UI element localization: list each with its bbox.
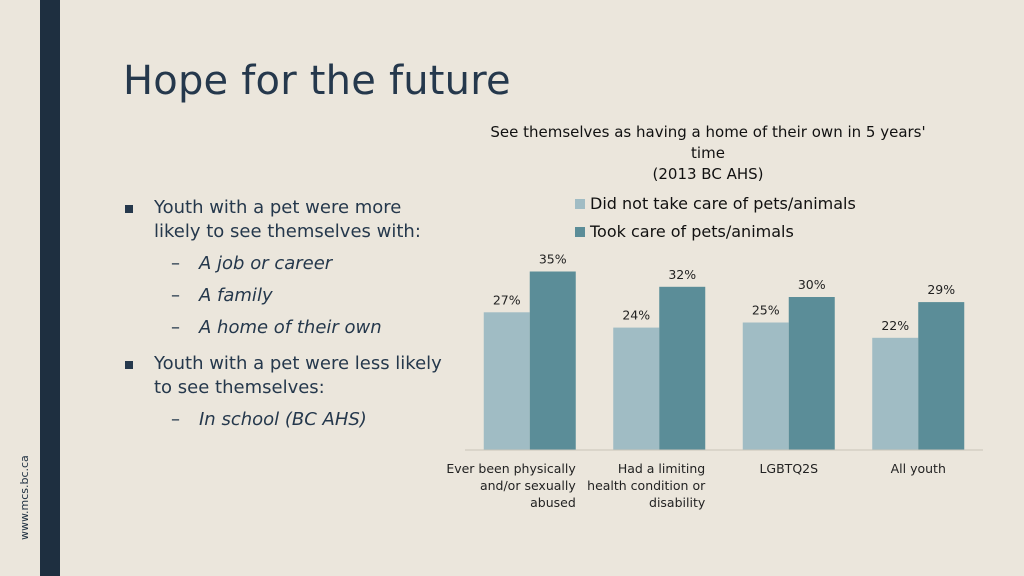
- slide-title: Hope for the future: [123, 58, 511, 104]
- sub-bullet-school: – In school (BC AHS): [123, 408, 443, 432]
- bullet-more-likely: Youth with a pet were more likely to see…: [123, 196, 443, 244]
- bullet-text: Youth with a pet were less likely to see…: [154, 353, 442, 398]
- bar: [742, 322, 789, 450]
- sub-bullet-text: A family: [199, 285, 273, 306]
- data-label: 24%: [622, 308, 650, 323]
- side-accent-bar: [40, 0, 60, 576]
- category-label: Had a limiting: [618, 461, 705, 476]
- data-label: 32%: [668, 267, 696, 282]
- category-label: and/or sexually: [480, 478, 576, 493]
- category-label: All youth: [891, 461, 946, 476]
- data-label: 27%: [493, 292, 521, 307]
- sub-bullet-job: – A job or career: [123, 252, 443, 276]
- category-label: health condition or: [587, 478, 706, 493]
- legend-swatch: [575, 199, 585, 209]
- chart-title-line: (2013 BC AHS): [653, 165, 764, 183]
- legend-label: Took care of pets/animals: [589, 222, 794, 241]
- legend-swatch: [575, 227, 585, 237]
- dash-bullet-icon: –: [171, 253, 180, 274]
- sub-bullet-text: A home of their own: [199, 317, 382, 338]
- sub-bullet-home: – A home of their own: [123, 316, 443, 340]
- bar: [659, 286, 706, 450]
- chart-title-line: See themselves as having a home of their…: [490, 123, 925, 141]
- category-label: Ever been physically: [446, 461, 576, 476]
- bar: [872, 337, 919, 450]
- square-bullet-icon: [125, 361, 133, 369]
- category-label: LGBTQ2S: [759, 461, 818, 476]
- bar: [788, 297, 835, 450]
- data-label: 35%: [539, 252, 567, 267]
- data-label: 22%: [881, 318, 909, 333]
- dash-bullet-icon: –: [171, 409, 180, 430]
- category-label: disability: [649, 495, 706, 510]
- data-label: 29%: [927, 282, 955, 297]
- category-label: abused: [530, 495, 576, 510]
- bullet-less-likely: Youth with a pet were less likely to see…: [123, 352, 443, 400]
- sub-bullet-text: In school (BC AHS): [199, 409, 367, 430]
- bar: [918, 302, 965, 450]
- sub-bullet-text: A job or career: [199, 253, 333, 274]
- chart-title-line: time: [691, 144, 725, 162]
- square-bullet-icon: [125, 205, 133, 213]
- legend-label: Did not take care of pets/animals: [590, 194, 856, 213]
- bullet-list: Youth with a pet were more likely to see…: [123, 196, 443, 432]
- website-url: www.mcs.bc.ca: [18, 455, 31, 540]
- bar: [613, 327, 660, 450]
- dash-bullet-icon: –: [171, 285, 180, 306]
- bar: [529, 271, 576, 450]
- data-label: 25%: [752, 303, 780, 318]
- bar: [483, 312, 530, 450]
- data-label: 30%: [798, 277, 826, 292]
- bar-chart: See themselves as having a home of their…: [446, 123, 983, 510]
- bullet-text: Youth with a pet were more likely to see…: [154, 197, 421, 242]
- dash-bullet-icon: –: [171, 317, 180, 338]
- sub-bullet-family: – A family: [123, 284, 443, 308]
